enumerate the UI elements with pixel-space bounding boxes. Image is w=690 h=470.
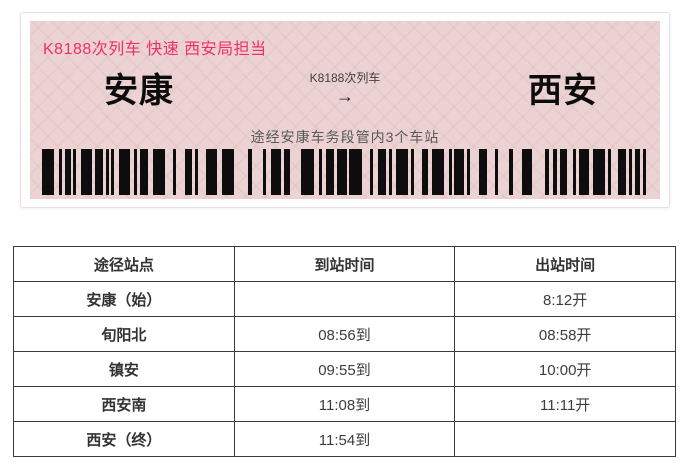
destination-station: 西安: [527, 71, 598, 110]
arrival-cell: [233, 281, 456, 317]
arrival-cell: 11:08到: [233, 386, 456, 422]
right-arrow-icon: →: [335, 85, 354, 106]
train-number-label: K8188次列车: [309, 70, 381, 85]
origin-station: 安康: [104, 71, 174, 110]
route-row: 安康 K8188次列车 → 西安: [30, 59, 660, 115]
station-cell: 旬阳北: [13, 316, 235, 352]
station-cell: 镇安: [13, 351, 235, 387]
arrival-cell: 09:55到: [233, 351, 456, 387]
route-center: K8188次列车 →: [310, 69, 381, 106]
table-row: 安康（始） 8:12开: [13, 281, 676, 317]
departure-cell: 11:11开: [454, 386, 676, 422]
departure-cell: 8:12开: [454, 281, 676, 317]
station-cell: 西安（终）: [13, 421, 235, 457]
departure-cell: [454, 421, 676, 457]
train-header-line: K8188次列车 快速 西安局担当: [43, 41, 267, 58]
arrival-cell: 11:54到: [233, 421, 456, 457]
barcode-image: [42, 149, 646, 195]
header-arrival: 到站时间: [233, 246, 456, 282]
table-row: 西安南 11:08到 11:11开: [13, 386, 676, 422]
arrival-cell: 08:56到: [233, 316, 456, 352]
station-cell: 安康（始）: [13, 281, 235, 317]
table-row: 旬阳北 08:56到 08:58开: [13, 316, 676, 352]
train-ticket-card: K8188次列车 快速 西安局担当 安康 K8188次列车 → 西安 途经安康车…: [20, 12, 670, 208]
departure-cell: 10:00开: [454, 351, 676, 387]
ticket-panel: K8188次列车 快速 西安局担当 安康 K8188次列车 → 西安 途经安康车…: [30, 21, 660, 199]
header-station: 途径站点: [13, 246, 235, 282]
station-cell: 西安南: [13, 386, 235, 422]
route-note: 途经安康车务段管内3个车站: [250, 129, 440, 145]
header-departure: 出站时间: [454, 246, 676, 282]
timetable: 途径站点 到站时间 出站时间 安康（始） 8:12开 旬阳北 08:56到 08…: [13, 246, 676, 457]
table-row: 西安（终） 11:54到: [13, 421, 676, 457]
table-header-row: 途径站点 到站时间 出站时间: [13, 246, 676, 282]
departure-cell: 08:58开: [454, 316, 676, 352]
table-row: 镇安 09:55到 10:00开: [13, 351, 676, 387]
